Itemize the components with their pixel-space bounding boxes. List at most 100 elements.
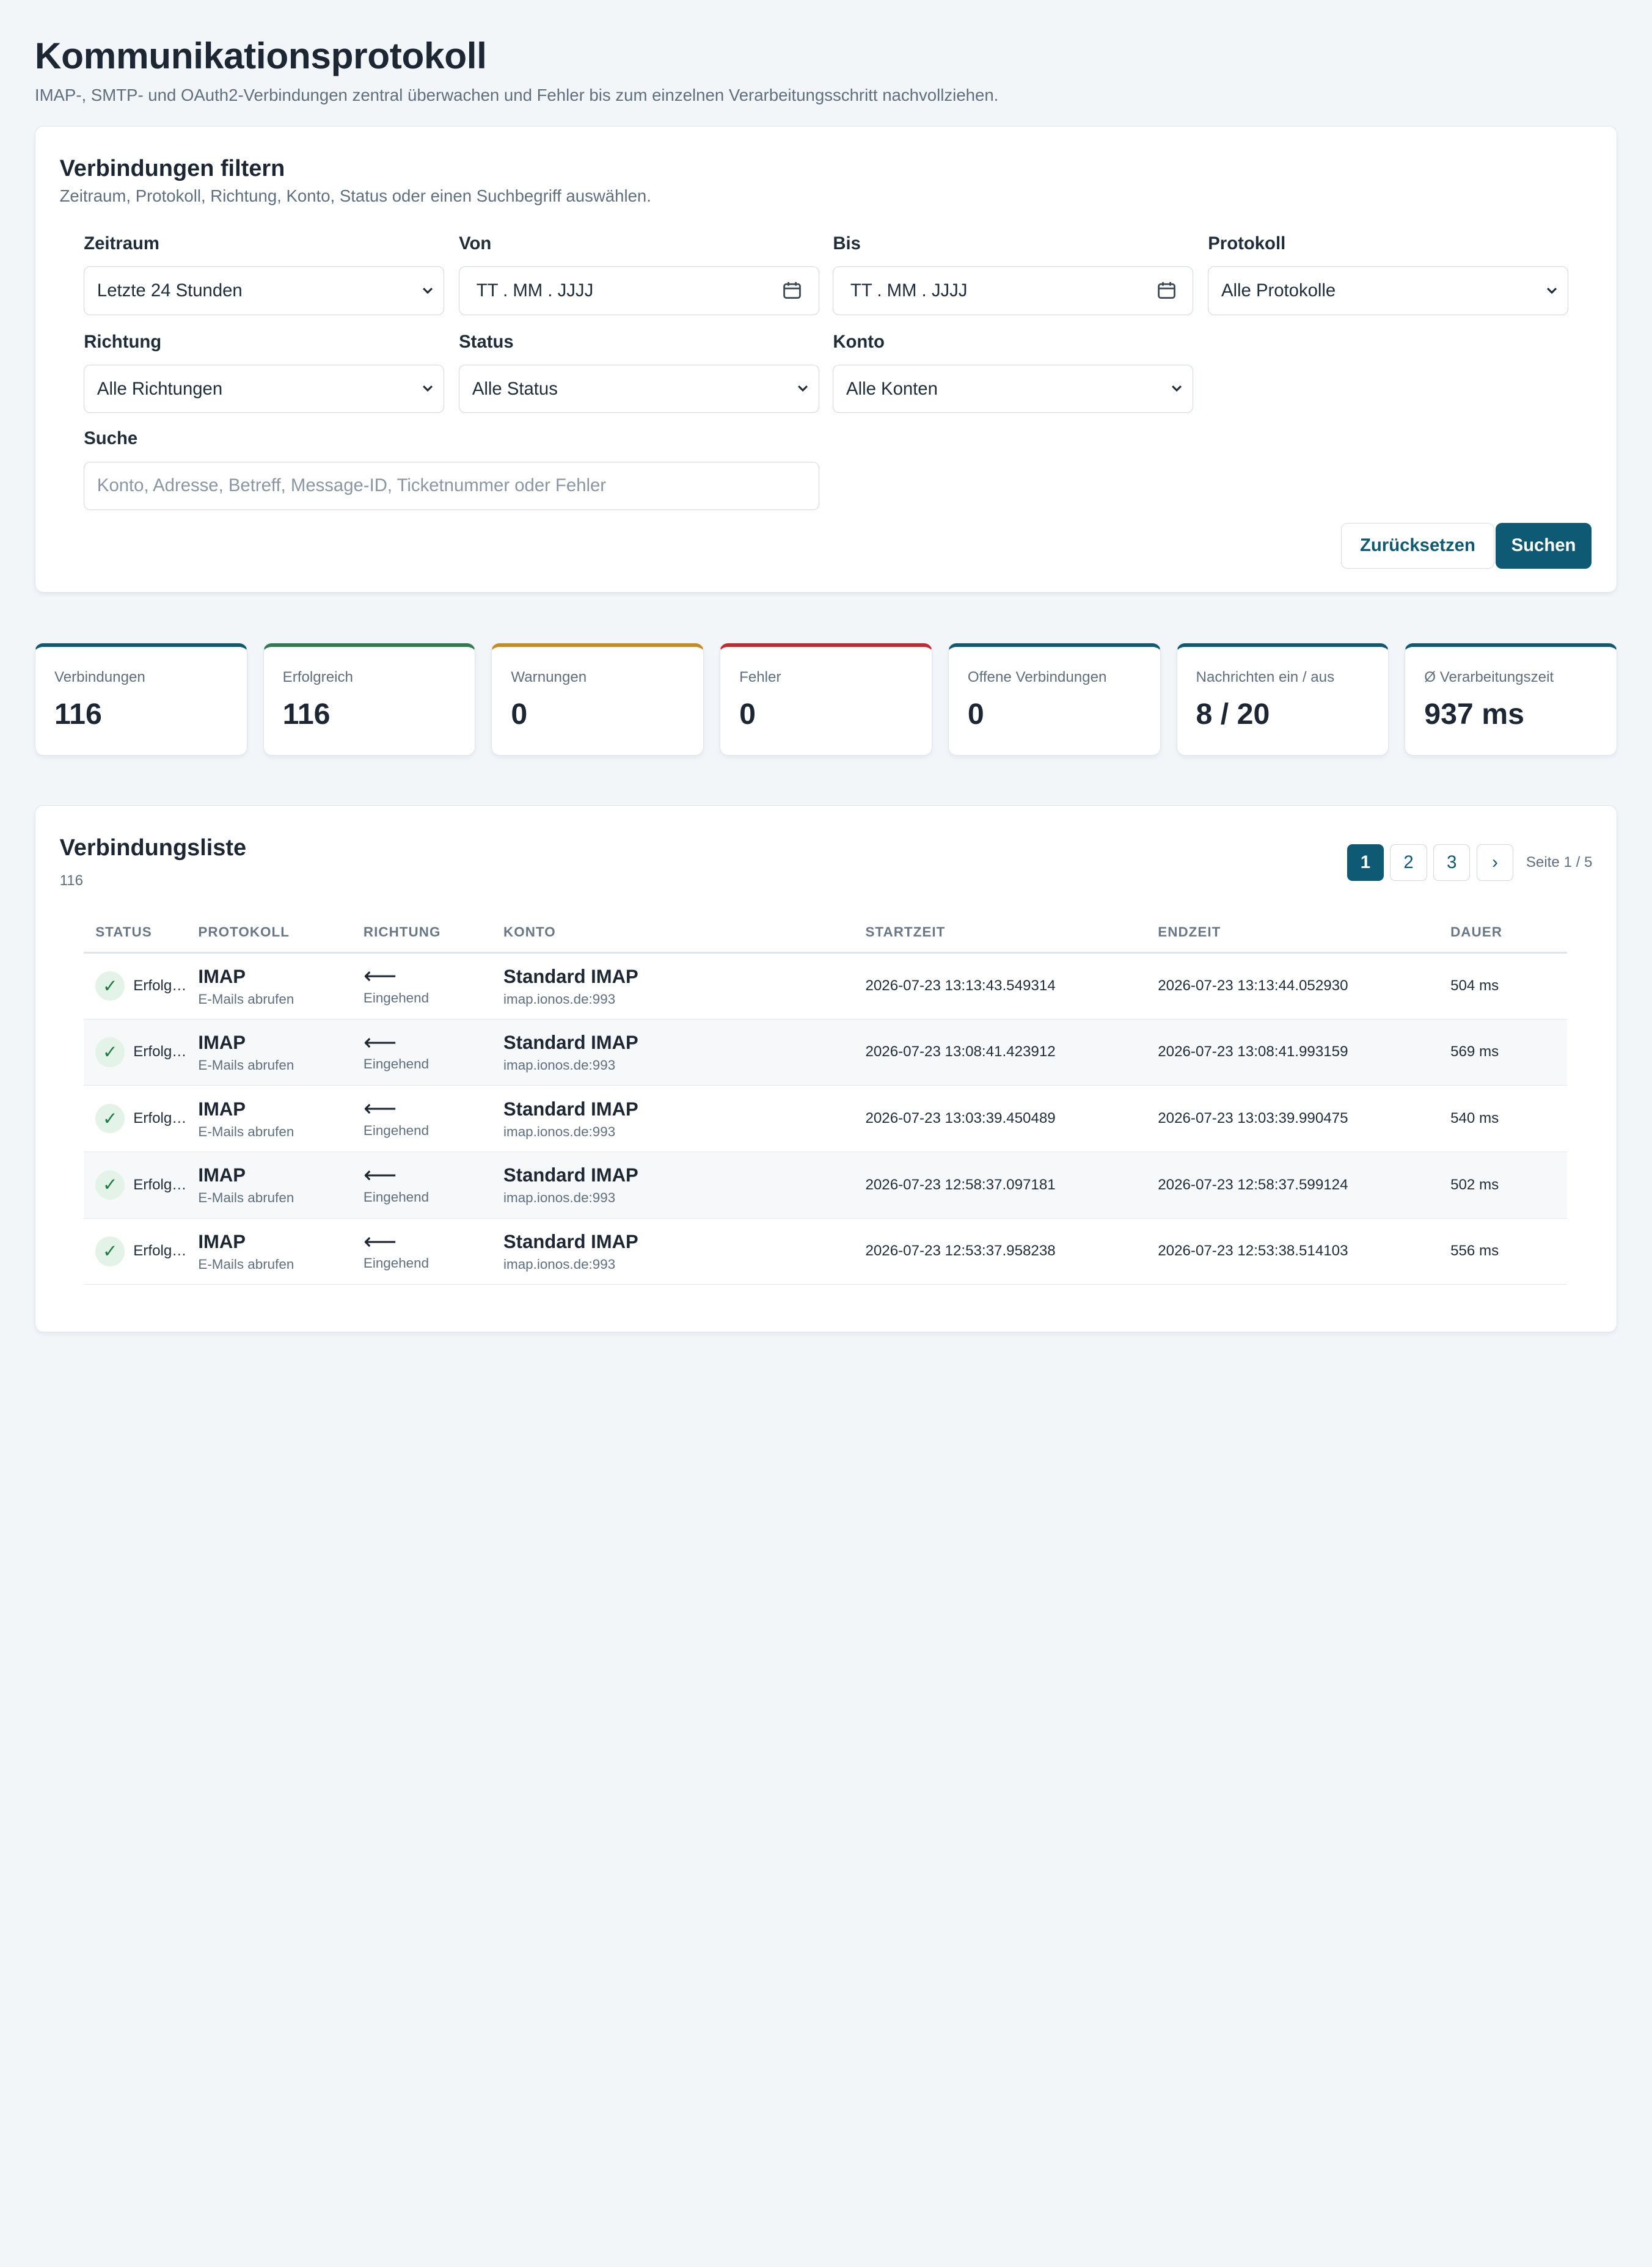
stat-card-warnungen: Warnungen 0 xyxy=(491,643,704,756)
suche-field: Suche Konto, Adresse, Betreff, Message-I… xyxy=(84,428,819,510)
list-title: Verbindungsliste xyxy=(59,835,247,861)
table-row[interactable]: ✓ Erfolg… IMAP E-Mails abrufen ⟵ Eingehend … xyxy=(84,1218,1568,1285)
check-icon: ✓ xyxy=(95,971,125,1001)
account-host: imap.ionos.de:993 xyxy=(503,1123,616,1139)
status-select[interactable]: Alle Status xyxy=(459,364,819,414)
suche-label: Suche xyxy=(84,428,138,449)
richtung-select[interactable]: Alle Richtungen xyxy=(84,364,444,414)
stat-value: 116 xyxy=(54,697,102,731)
end-time: 2026-07-23 13:13:44.052930 xyxy=(1146,952,1439,1020)
status-text: Erfolg… xyxy=(133,1043,187,1060)
richtung-label: Richtung xyxy=(84,331,162,352)
status-text: Erfolg… xyxy=(133,977,187,995)
chevron-down-icon xyxy=(423,287,433,294)
filter-title: Verbindungen filtern xyxy=(59,155,285,181)
arrow-left-icon: ⟵ xyxy=(363,1096,397,1122)
reset-button[interactable]: Zurücksetzen xyxy=(1340,522,1495,569)
stat-value: 116 xyxy=(282,697,331,731)
filter-subtitle: Zeitraum, Protokoll, Richtung, Konto, St… xyxy=(59,186,651,206)
filter-card: Verbindungen filtern Zeitraum, Protokoll… xyxy=(34,126,1618,593)
check-icon: ✓ xyxy=(95,1170,125,1200)
check-icon: ✓ xyxy=(95,1236,125,1266)
stat-label: Ø Verarbeitungszeit xyxy=(1424,669,1554,686)
bis-field: Bis TT . MM . JJJJ xyxy=(833,233,1194,315)
page-button-3[interactable]: 3 xyxy=(1433,844,1471,881)
protokoll-label: Protokoll xyxy=(1208,233,1286,254)
stat-value: 0 xyxy=(511,697,528,731)
von-placeholder: TT . MM . JJJJ xyxy=(476,280,594,301)
column-header-protokoll[interactable]: PROTOKOLL xyxy=(186,912,352,954)
calendar-icon[interactable] xyxy=(1157,281,1176,300)
stat-value: 937 ms xyxy=(1424,697,1524,731)
konto-value: Alle Konten xyxy=(846,378,938,399)
bis-date-input[interactable]: TT . MM . JJJJ xyxy=(833,266,1194,315)
search-button[interactable]: Suchen xyxy=(1496,522,1592,569)
direction-text: Eingehend xyxy=(363,1122,429,1138)
account-name: Standard IMAP xyxy=(503,965,638,987)
column-header-endzeit[interactable]: ENDZEIT xyxy=(1146,912,1439,954)
direction-text: Eingehend xyxy=(363,1056,429,1072)
page: Kommunikationsprotokoll IMAP-, SMTP- und… xyxy=(34,35,1618,1332)
page-info: Seite 1 / 5 xyxy=(1526,853,1593,871)
end-time: 2026-07-23 13:03:39.990475 xyxy=(1146,1085,1439,1152)
column-header-richtung[interactable]: RICHTUNG xyxy=(351,912,492,954)
column-header-startzeit[interactable]: STARTZEIT xyxy=(853,912,1147,954)
status-cell: ✓ Erfolg… xyxy=(95,1103,186,1134)
next-page-button[interactable]: › xyxy=(1476,844,1514,881)
account-name: Standard IMAP xyxy=(503,1164,638,1186)
table-row[interactable]: ✓ Erfolg… IMAP E-Mails abrufen ⟵ Eingehend … xyxy=(84,1152,1568,1219)
pagination: 1 2 3 › Seite 1 / 5 xyxy=(1347,844,1593,881)
status-value: Alle Status xyxy=(472,378,558,399)
account-host: imap.ionos.de:993 xyxy=(503,1190,616,1206)
stat-card-erfolgreich: Erfolgreich 116 xyxy=(263,643,476,756)
chevron-down-icon xyxy=(423,385,433,392)
von-date-input[interactable]: TT . MM . JJJJ xyxy=(459,266,819,315)
konto-select[interactable]: Alle Konten xyxy=(833,364,1194,414)
chevron-down-icon xyxy=(1172,385,1182,392)
column-header-dauer[interactable]: DAUER xyxy=(1439,912,1568,954)
stat-label: Erfolgreich xyxy=(282,669,353,686)
start-time: 2026-07-23 13:03:39.450489 xyxy=(853,1085,1147,1152)
von-field: Von TT . MM . JJJJ xyxy=(459,233,819,315)
list-count: 116 xyxy=(59,872,84,889)
zeitraum-select[interactable]: Letzte 24 Stunden xyxy=(84,266,444,315)
protokoll-select[interactable]: Alle Protokolle xyxy=(1208,266,1569,315)
status-cell: ✓ Erfolg… xyxy=(95,1236,186,1266)
arrow-left-icon: ⟵ xyxy=(363,1162,397,1188)
stat-value: 0 xyxy=(967,697,984,731)
page-button-2[interactable]: 2 xyxy=(1390,844,1427,881)
protocol-action: E-Mails abrufen xyxy=(198,1057,294,1073)
status-cell: ✓ Erfolg… xyxy=(95,1037,186,1067)
start-time: 2026-07-23 12:53:37.958238 xyxy=(853,1218,1147,1285)
protocol-name: IMAP xyxy=(198,965,246,987)
column-header-status[interactable]: STATUS xyxy=(84,912,187,954)
stat-label: Verbindungen xyxy=(54,669,145,686)
protocol-name: IMAP xyxy=(198,1230,246,1252)
start-time: 2026-07-23 13:13:43.549314 xyxy=(853,952,1147,1020)
start-time: 2026-07-23 12:58:37.097181 xyxy=(853,1152,1147,1219)
calendar-icon[interactable] xyxy=(783,281,802,300)
chevron-down-icon xyxy=(798,385,808,392)
table-row[interactable]: ✓ Erfolg… IMAP E-Mails abrufen ⟵ Eingehend … xyxy=(84,1085,1568,1152)
search-input[interactable]: Konto, Adresse, Betreff, Message-ID, Tic… xyxy=(84,461,819,510)
bis-placeholder: TT . MM . JJJJ xyxy=(850,280,968,301)
table-row[interactable]: ✓ Erfolg… IMAP E-Mails abrufen ⟵ Eingehend … xyxy=(84,952,1568,1020)
stat-label: Fehler xyxy=(739,669,781,686)
end-time: 2026-07-23 12:58:37.599124 xyxy=(1146,1152,1439,1219)
table-row[interactable]: ✓ Erfolg… IMAP E-Mails abrufen ⟵ Eingehend … xyxy=(84,1019,1568,1086)
end-time: 2026-07-23 12:53:38.514103 xyxy=(1146,1218,1439,1285)
stats-row: Verbindungen 116 Erfolgreich 116 Warnung… xyxy=(34,643,1618,756)
status-cell: ✓ Erfolg… xyxy=(95,1170,186,1200)
stat-card-fehler: Fehler 0 xyxy=(720,643,932,756)
account-name: Standard IMAP xyxy=(503,1098,638,1120)
account-host: imap.ionos.de:993 xyxy=(503,1256,616,1272)
start-time: 2026-07-23 13:08:41.423912 xyxy=(853,1019,1147,1086)
protocol-name: IMAP xyxy=(198,1098,246,1120)
stat-label: Warnungen xyxy=(511,669,587,686)
stat-value: 8 / 20 xyxy=(1196,697,1270,731)
page-button-1[interactable]: 1 xyxy=(1347,844,1384,881)
page-title: Kommunikationsprotokoll xyxy=(34,35,487,77)
column-header-konto[interactable]: KONTO xyxy=(492,912,854,954)
direction-text: Eingehend xyxy=(363,990,429,1006)
zeitraum-value: Letzte 24 Stunden xyxy=(97,280,243,301)
